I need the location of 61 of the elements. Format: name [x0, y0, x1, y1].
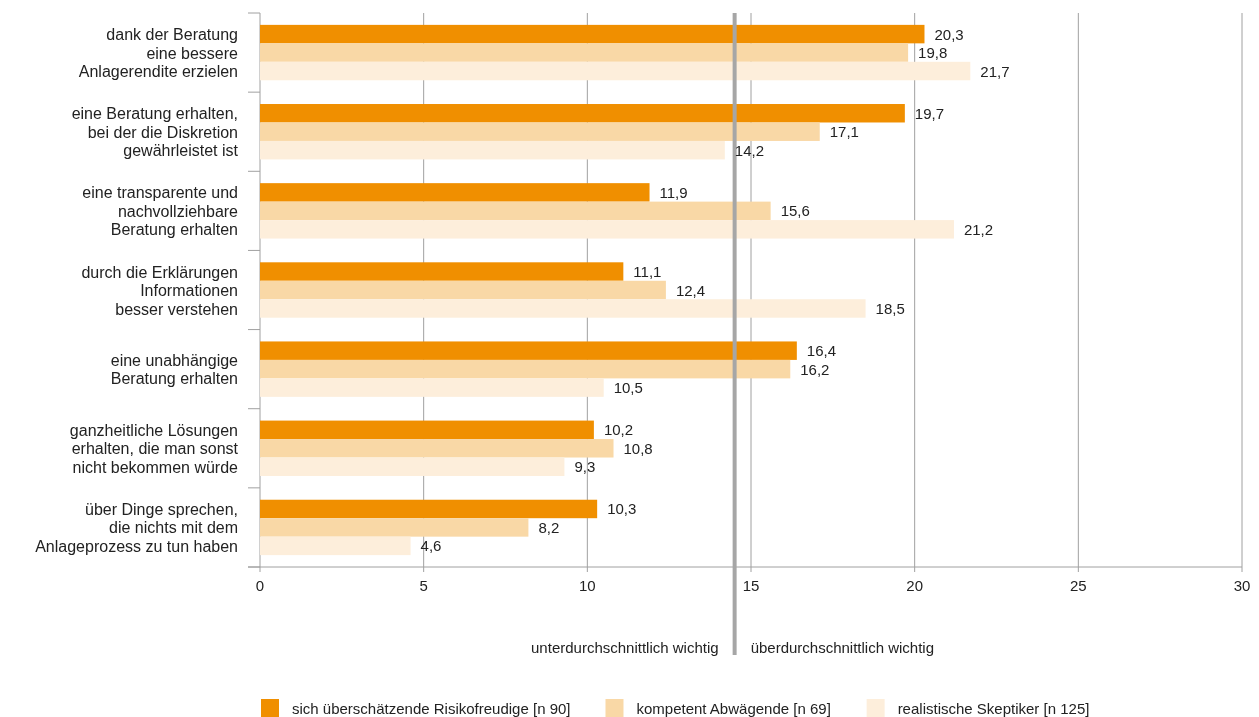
y-tick-label: über Dinge sprechen, die nichts mit dem Anlageprozess zu tun haben	[35, 500, 238, 555]
data-label: 14,2	[734, 141, 765, 159]
bar	[260, 220, 954, 239]
bar	[260, 201, 771, 221]
bar	[260, 122, 820, 141]
x-tick-label: 0	[255, 577, 265, 594]
bar	[260, 183, 650, 202]
bar	[260, 359, 791, 379]
data-label: 12,4	[675, 281, 706, 299]
x-tick-label: 15	[742, 577, 760, 594]
bar	[260, 61, 971, 81]
data-label: 8,2	[538, 518, 560, 536]
y-tick-label: dank der Beratung eine bessere Anlagerendite erzielen	[78, 25, 239, 80]
y-tick-label: eine Beratung erhalten, bei der die Diskretion gewährleistet ist	[71, 104, 239, 159]
bar	[260, 104, 905, 123]
bar	[260, 299, 866, 318]
legend-label: sich überschätzende Risikofreudige [n 90]	[292, 699, 571, 717]
bar	[260, 518, 529, 537]
data-label: 18,5	[875, 299, 905, 317]
data-label: 11,1	[633, 263, 662, 281]
data-label: 16,4	[806, 342, 837, 360]
data-label: 15,6	[780, 202, 810, 220]
data-label: 10,2	[603, 421, 634, 439]
data-label: 21,2	[963, 220, 994, 238]
legend-label: kompetent Abwägende [n 69]	[636, 699, 831, 717]
bar	[260, 140, 725, 160]
x-tick-label: 5	[419, 577, 428, 594]
data-label: 11,9	[659, 183, 688, 201]
y-tick-label: eine unabhängige Beratung erhalten	[110, 351, 239, 387]
x-tick-label: 25	[1069, 577, 1087, 594]
y-tick-label: ganzheitliche Lösungen erhalten, die man sonst nicht bekommen würde	[69, 421, 239, 476]
data-label: 19,8	[918, 44, 948, 62]
bar	[260, 378, 604, 397]
bar	[260, 499, 598, 519]
legend-label: realistische Skeptiker [n 125]	[897, 699, 1090, 717]
data-label: 17,1	[829, 123, 859, 141]
data-label: 10,8	[623, 439, 653, 457]
data-label: 10,5	[613, 379, 643, 397]
bar	[260, 341, 797, 360]
annotation: überdurchschnittlich wichtig	[750, 638, 935, 656]
x-tick-label: 10	[578, 577, 596, 594]
data-label: 9,3	[574, 458, 596, 476]
bar	[260, 262, 624, 281]
data-label: 4,6	[420, 537, 442, 555]
data-label: 20,3	[934, 25, 964, 43]
data-label: 21,7	[980, 62, 1010, 80]
data-label: 19,7	[914, 104, 945, 122]
bar	[260, 24, 925, 44]
y-tick-label: eine transparente und nachvollziehbare Beratung erhalten	[82, 183, 239, 238]
data-label: 16,2	[800, 360, 830, 378]
annotation: unterdurchschnittlich wichtig	[531, 638, 719, 656]
bar	[260, 536, 411, 556]
x-tick-label: 20	[906, 577, 924, 594]
bar	[260, 280, 666, 300]
x-tick-label: 30	[1233, 577, 1251, 594]
bar	[260, 439, 614, 458]
bar	[260, 420, 594, 440]
bar	[260, 457, 565, 476]
y-tick-label: durch die Erklärungen Informationen besser verstehen	[81, 263, 238, 317]
data-label: 10,3	[607, 500, 637, 518]
bar	[260, 43, 909, 62]
